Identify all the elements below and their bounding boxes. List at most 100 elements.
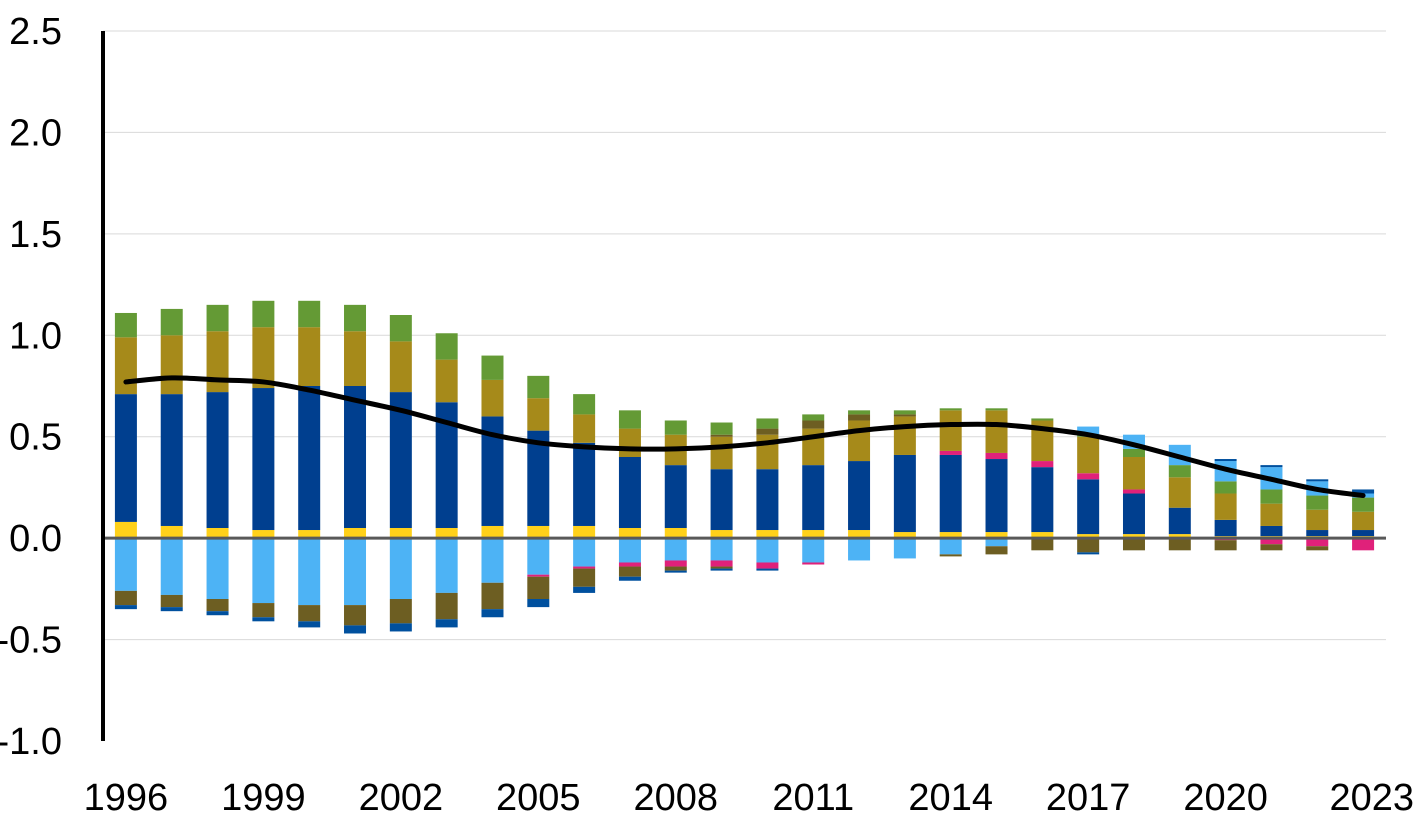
bar-segment-1996-series-11 xyxy=(114,590,137,606)
bar-segment-2017-series-12 xyxy=(1077,552,1100,555)
bar-segment-2020-series-6 xyxy=(1214,481,1237,494)
x-tick-label: 2011 xyxy=(772,777,854,819)
bar-segment-2014-series-11 xyxy=(939,554,962,557)
bar-segment-2005-series-6 xyxy=(527,375,550,399)
bar-segment-2012-series-2 xyxy=(848,461,871,531)
bar-segment-2019-series-1 xyxy=(1168,534,1191,539)
bar-segment-2020-series-2 xyxy=(1214,519,1237,537)
bar-segment-2018-series-6 xyxy=(1122,448,1145,457)
bar-segment-2003-series-2 xyxy=(435,402,458,528)
bar-segment-2021-series-10 xyxy=(1260,538,1283,545)
bar-segment-2015-series-1 xyxy=(985,532,1008,539)
bar-segment-1997-series-9 xyxy=(160,538,183,595)
bar-segment-1998-series-2 xyxy=(206,392,229,528)
bar-segment-2015-series-6 xyxy=(985,408,1008,411)
bar-segment-2012-series-4 xyxy=(848,420,871,462)
bar-segment-1996-series-2 xyxy=(114,394,137,522)
bar-segment-2008-series-9 xyxy=(664,538,687,561)
bar-segment-2009-series-9 xyxy=(710,538,733,561)
y-tick-label: 1.0 xyxy=(9,315,62,357)
bar-segments xyxy=(114,300,1375,634)
bar-segment-2003-series-4 xyxy=(435,359,458,403)
bar-segment-2010-series-12 xyxy=(756,568,779,571)
bar-segment-2020-series-4 xyxy=(1214,493,1237,520)
bar-segment-1998-series-1 xyxy=(206,528,229,539)
bar-segment-2006-series-1 xyxy=(573,525,596,539)
bar-segment-2008-series-12 xyxy=(664,570,687,573)
bar-segment-2006-series-11 xyxy=(573,568,596,587)
bar-segment-2012-series-9 xyxy=(848,538,871,561)
bar-segment-2007-series-12 xyxy=(618,576,641,581)
bar-segment-2023-series-8 xyxy=(1352,489,1375,494)
bar-segment-2006-series-10 xyxy=(573,566,596,569)
bar-segment-2000-series-11 xyxy=(298,605,321,622)
bar-segment-2004-series-4 xyxy=(481,379,504,417)
bar-segment-2006-series-9 xyxy=(573,538,596,567)
bar-segment-2018-series-1 xyxy=(1122,534,1145,539)
bar-segment-2002-series-1 xyxy=(389,528,412,539)
bar-segment-1998-series-9 xyxy=(206,538,229,599)
bar-segment-1999-series-2 xyxy=(252,388,275,531)
y-tick-label: 1.5 xyxy=(9,214,62,256)
bar-segment-2003-series-11 xyxy=(435,592,458,620)
bar-segment-2017-series-7 xyxy=(1077,426,1100,435)
bar-segment-2017-series-4 xyxy=(1077,436,1100,474)
bar-segment-2018-series-3 xyxy=(1122,489,1145,494)
bar-segment-2011-series-1 xyxy=(802,530,825,539)
bar-segment-2000-series-12 xyxy=(298,621,321,628)
bar-segment-2023-series-2 xyxy=(1352,530,1375,537)
x-tick-label: 2017 xyxy=(1046,777,1131,819)
bar-segment-2016-series-11 xyxy=(1031,538,1054,551)
bar-segment-2005-series-9 xyxy=(527,538,550,575)
bar-segment-2018-series-4 xyxy=(1122,457,1145,490)
bar-segment-1996-series-4 xyxy=(114,337,137,395)
bar-segment-2014-series-4 xyxy=(939,410,962,451)
bar-segment-2009-series-12 xyxy=(710,568,733,571)
bar-segment-2007-series-9 xyxy=(618,538,641,563)
bar-segment-2001-series-1 xyxy=(344,528,367,539)
bar-segment-2006-series-6 xyxy=(573,394,596,415)
bar-segment-2016-series-1 xyxy=(1031,532,1054,539)
bar-segment-2007-series-11 xyxy=(618,566,641,577)
bar-segment-2021-series-6 xyxy=(1260,489,1283,504)
bar-segment-2005-series-11 xyxy=(527,576,550,599)
bar-segment-2021-series-8 xyxy=(1260,465,1283,468)
bar-segment-2014-series-2 xyxy=(939,454,962,533)
bar-segment-2019-series-4 xyxy=(1168,477,1191,508)
bar-segment-2001-series-11 xyxy=(344,605,367,626)
bar-segment-1997-series-6 xyxy=(160,308,183,336)
bar-segment-2000-series-4 xyxy=(298,327,321,386)
bar-segment-2009-series-10 xyxy=(710,560,733,567)
bar-segment-2005-series-1 xyxy=(527,525,550,539)
bar-segment-1997-series-2 xyxy=(160,394,183,526)
bar-segment-2007-series-4 xyxy=(618,428,641,457)
bar-segment-2013-series-5 xyxy=(893,414,916,417)
bar-segment-2002-series-9 xyxy=(389,538,412,599)
bar-segment-2020-series-11 xyxy=(1214,540,1237,551)
bar-segment-1996-series-1 xyxy=(114,521,137,539)
bar-segment-2022-series-6 xyxy=(1306,495,1329,510)
bar-segment-2004-series-2 xyxy=(481,416,504,526)
y-tick-labels: 2.5 2.0 1.5 1.0 0.5 0.0 -0.5 -1.0 xyxy=(0,11,62,763)
bar-segment-1997-series-4 xyxy=(160,335,183,395)
bar-segment-2011-series-9 xyxy=(802,538,825,563)
bar-segment-2015-series-4 xyxy=(985,410,1008,453)
bar-segment-2013-series-2 xyxy=(893,454,916,533)
total-line-layer xyxy=(123,375,1366,499)
bar-segment-2008-series-6 xyxy=(664,420,687,435)
bar-segment-2003-series-1 xyxy=(435,528,458,539)
bar-segment-2021-series-11 xyxy=(1260,544,1283,551)
bar-segment-2017-series-2 xyxy=(1077,479,1100,535)
total-line xyxy=(123,375,1366,499)
bar-segment-2018-series-11 xyxy=(1122,538,1145,551)
bar-segment-2002-series-4 xyxy=(389,341,412,393)
x-tick-label: 2020 xyxy=(1183,777,1268,819)
bar-segment-2023-series-4 xyxy=(1352,511,1375,531)
bar-segment-2003-series-9 xyxy=(435,538,458,593)
bar-segment-2008-series-11 xyxy=(664,566,687,571)
bar-segment-2012-series-5 xyxy=(848,414,871,421)
bar-segment-1999-series-11 xyxy=(252,603,275,618)
y-tick-label: 0.5 xyxy=(9,417,62,459)
bar-segment-2001-series-6 xyxy=(344,304,367,332)
bar-segment-2001-series-12 xyxy=(344,625,367,634)
